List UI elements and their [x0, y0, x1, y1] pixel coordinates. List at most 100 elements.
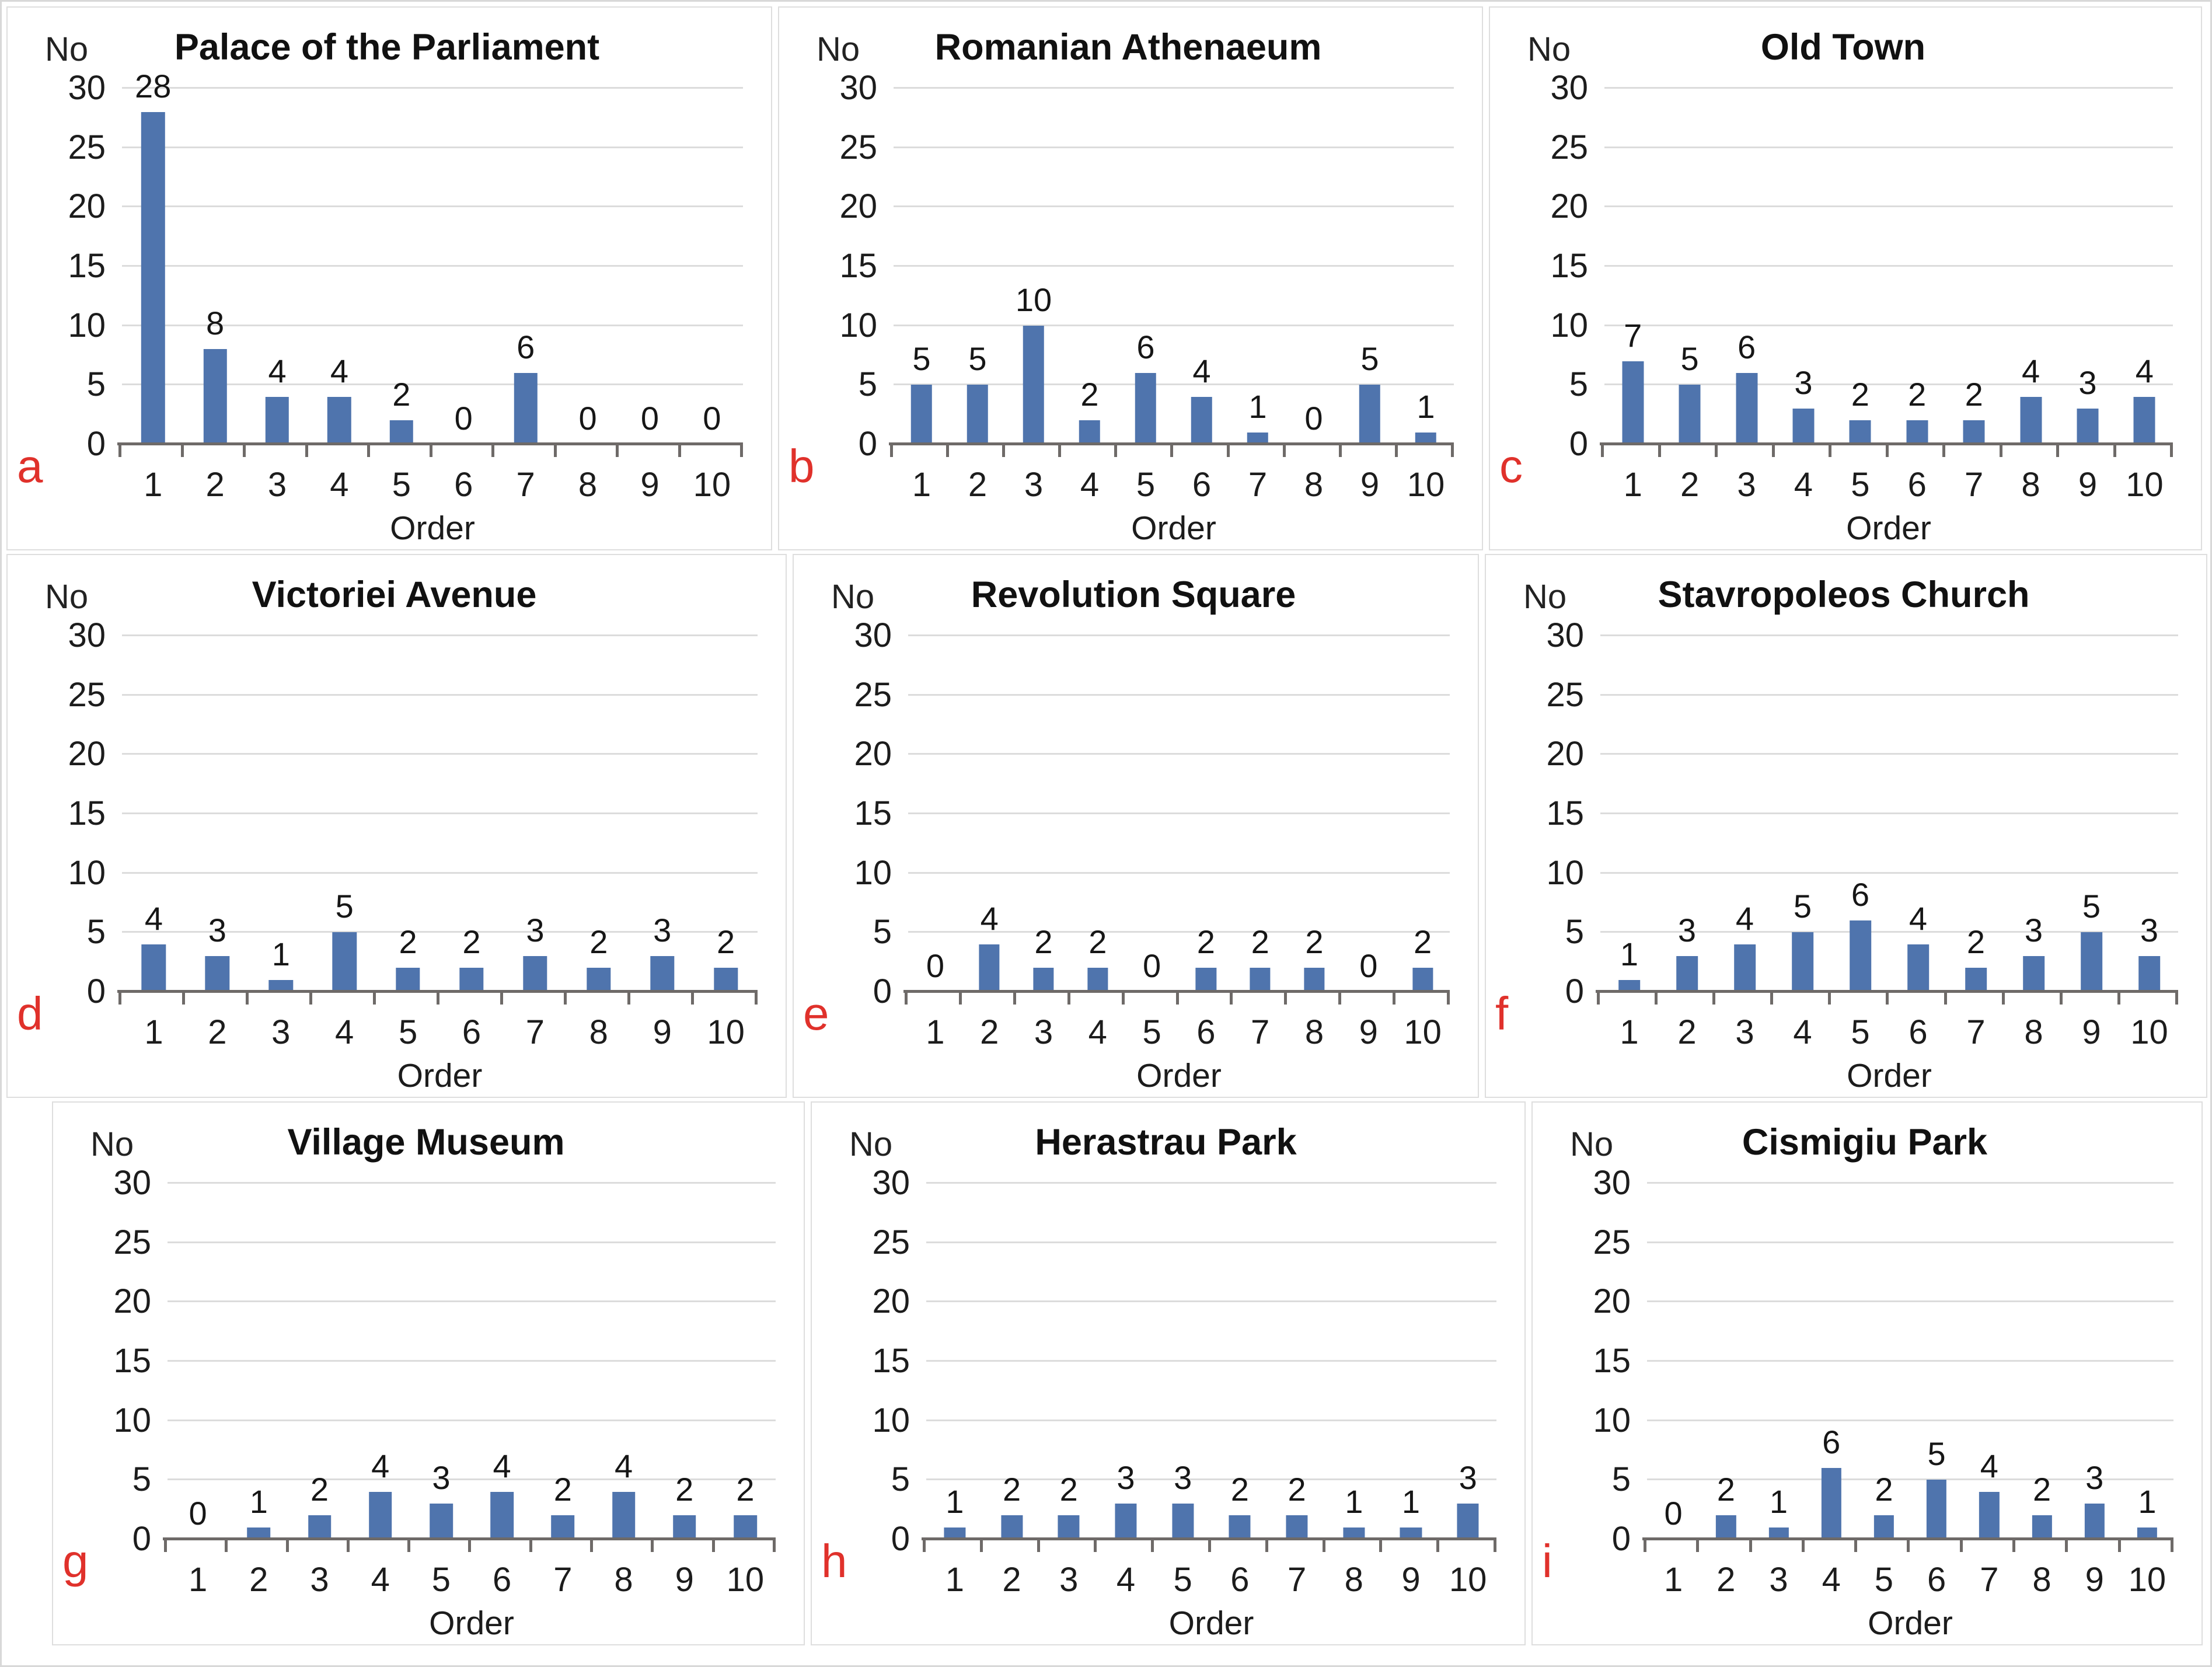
x-tick	[1600, 992, 1658, 1005]
bar	[1907, 944, 1930, 992]
y-tick-label: 20	[68, 187, 106, 226]
gridline	[1647, 1182, 2173, 1184]
bar-slot: 2	[1288, 636, 1342, 992]
y-tick-label: 20	[68, 735, 106, 773]
x-tick	[1805, 1539, 1858, 1552]
gridline	[168, 1241, 776, 1243]
gridline	[1647, 1360, 2173, 1362]
x-tick	[184, 444, 246, 457]
bar-slot: 4	[350, 1183, 411, 1539]
x-tick	[1230, 444, 1286, 457]
bar	[1172, 1504, 1194, 1539]
bar-slot: 5	[313, 636, 376, 992]
x-tick	[654, 1539, 715, 1552]
bar	[1457, 1504, 1479, 1539]
x-axis-tick-labels: 1 2 3 4 5 6 7 8 9 10	[1600, 1013, 2178, 1052]
x-tick-label: 10	[2126, 466, 2164, 504]
x-tick-label: 5	[1874, 1561, 1894, 1599]
gridline	[1604, 265, 2173, 267]
y-tick-label: 25	[113, 1223, 151, 1261]
y-axis-tick-labels: 30 25 20 15 10 5 0	[18, 71, 106, 461]
panel-letter: i	[1542, 1535, 1552, 1587]
plot-row: 30 25 20 15 10 5 0 0 1 2 4 3 4 2 4 2 2	[64, 1166, 788, 1556]
y-tick-label: 15	[68, 247, 106, 285]
bar-slots: 4 3 1 5 2 2 3 2 3 2	[122, 636, 758, 992]
x-tick-label: 4	[330, 466, 349, 504]
bar	[1716, 1515, 1736, 1539]
y-tick-label: 15	[872, 1342, 910, 1380]
x-tick-label: 9	[2082, 1013, 2101, 1051]
plot-area: 5 5 10 2 6 4 1 0 5 1	[889, 87, 1454, 445]
x-axis-ticks	[1644, 1539, 2173, 1552]
x-axis-tick-labels: 1 2 3 4 5 6 7 8 9 10	[168, 1560, 776, 1599]
gridline	[1600, 693, 2178, 696]
bar-slots: 1 2 2 3 3 2 2 1 1 3	[926, 1183, 1496, 1539]
bar-slot: 3	[1775, 88, 1831, 444]
bar	[396, 968, 420, 992]
x-axis-ticks	[1601, 444, 2173, 457]
bar	[2080, 932, 2103, 992]
x-tick-label: 5	[398, 1013, 418, 1051]
x-tick	[532, 1539, 594, 1552]
bar-value-label: 0	[189, 1495, 207, 1532]
bar	[1849, 420, 1871, 444]
bar-value-label: 1	[945, 1483, 964, 1520]
bar-value-label: 10	[1015, 281, 1052, 318]
y-tick-label: 10	[68, 853, 106, 892]
bar-slot: 3	[186, 636, 249, 992]
bar-slot: 1	[1752, 1183, 1805, 1539]
bar-slot: 2	[983, 1183, 1041, 1539]
bar-value-label: 3	[2024, 912, 2043, 948]
y-tick-label: 15	[1550, 247, 1588, 285]
bar-slot: 1	[1230, 88, 1286, 444]
x-tick	[1857, 1539, 1910, 1552]
bar-value-label: 1	[1345, 1483, 1363, 1520]
bar-slot: 4	[1174, 88, 1230, 444]
bar-value-label: 2	[1413, 923, 1432, 961]
bar-slot: 2	[1017, 636, 1071, 992]
x-tick-label: 5	[392, 466, 411, 504]
x-tick	[1831, 992, 1889, 1005]
bar	[1033, 968, 1054, 992]
gridline	[1600, 634, 2178, 636]
bar	[1135, 373, 1157, 444]
y-axis-tick-labels: 30 25 20 15 10 5 0	[64, 1166, 151, 1556]
x-tick-label: 3	[1059, 1561, 1079, 1599]
bar-value-label: 3	[1794, 364, 1813, 401]
bar-value-label: 2	[1965, 376, 1983, 413]
y-tick-label: 30	[68, 616, 106, 654]
bar-slot: 10	[1006, 88, 1062, 444]
bar-value-label: 1	[1769, 1483, 1788, 1520]
x-tick	[2120, 992, 2178, 1005]
x-tick	[2121, 1539, 2173, 1552]
x-tick-label: 8	[614, 1561, 633, 1599]
bar-value-label: 4	[144, 899, 163, 937]
bar-slot: 8	[184, 88, 246, 444]
y-tick-label: 0	[891, 1520, 910, 1558]
x-tick-label: 5	[1142, 1013, 1161, 1051]
y-tick-label: 15	[1593, 1342, 1631, 1380]
bar	[1058, 1515, 1080, 1539]
bar-value-label: 2	[1305, 923, 1324, 961]
x-axis-line	[117, 990, 758, 993]
bar-slot: 1	[249, 636, 313, 992]
bar-slot: 2	[1889, 88, 1945, 444]
bar-slot: 6	[1805, 1183, 1858, 1539]
bar	[327, 396, 351, 444]
y-tick-label: 25	[1550, 128, 1588, 166]
y-tick-label: 10	[839, 306, 877, 344]
x-tick	[1889, 444, 1945, 457]
gridline	[1604, 324, 2173, 326]
chart-header: No Cismigiu Park	[1543, 1112, 2186, 1177]
bar-value-label: 2	[462, 923, 481, 961]
bar	[612, 1491, 636, 1539]
x-tick	[1889, 992, 1947, 1005]
x-tick	[1325, 1539, 1383, 1552]
x-tick-label: 6	[492, 1561, 512, 1599]
bar-value-label: 4	[330, 352, 348, 389]
bar-value-label: 2	[1088, 923, 1107, 961]
y-tick-label: 25	[68, 128, 106, 166]
